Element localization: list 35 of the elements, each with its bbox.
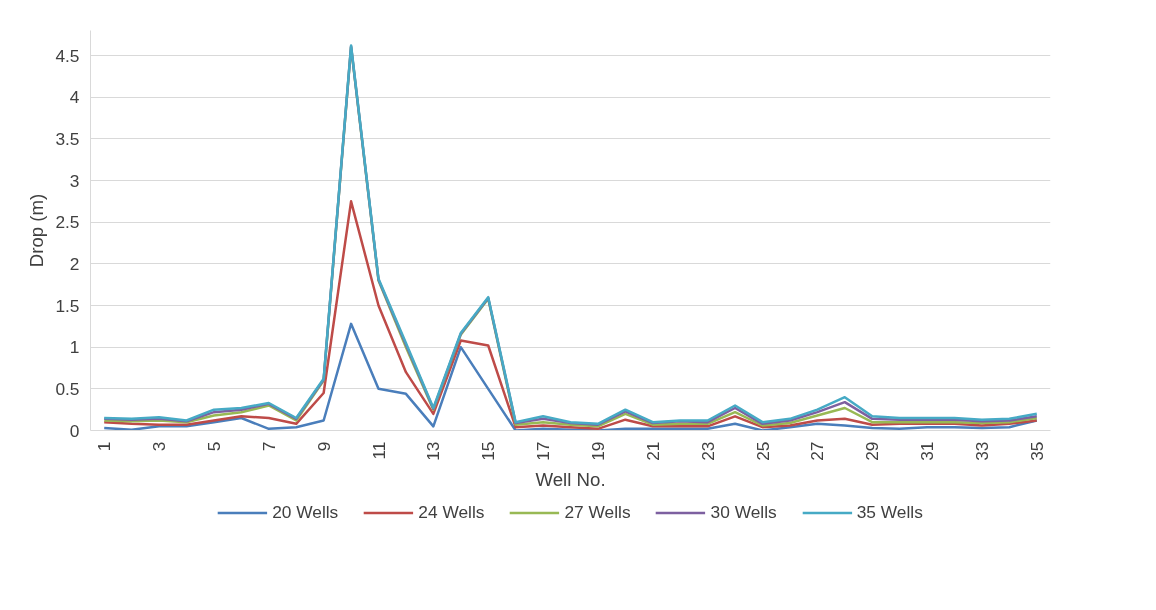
y-tick-label: 1 — [69, 337, 80, 358]
x-tick-label: 31 — [917, 441, 938, 461]
y-tick-label: 0 — [69, 420, 80, 441]
x-tick-label: 15 — [478, 441, 499, 461]
y-tick-label: 2 — [69, 253, 80, 274]
legend-label: 27 Wells — [564, 501, 631, 523]
x-tick-label: 9 — [313, 441, 334, 452]
legend-label: 35 Wells — [856, 501, 923, 523]
x-tick-label: 13 — [423, 441, 444, 461]
x-tick-label: 33 — [971, 441, 992, 461]
legend-label: 30 Wells — [710, 501, 777, 523]
x-axis-title: Well No. — [535, 468, 606, 490]
x-tick-label: 19 — [587, 441, 608, 461]
x-tick-label: 7 — [258, 441, 279, 452]
x-tick-label: 21 — [642, 441, 663, 461]
legend-label: 24 Wells — [418, 501, 485, 523]
y-tick-label: 4.5 — [55, 45, 80, 66]
y-axis-title: Drop (m) — [26, 193, 48, 268]
y-tick-label: 4 — [69, 87, 80, 108]
x-tick-label: 5 — [203, 441, 224, 452]
x-tick-label: 35 — [1026, 441, 1047, 461]
x-tick-label: 1 — [94, 441, 115, 452]
x-tick-label: 25 — [752, 441, 773, 461]
x-tick-label: 11 — [368, 441, 389, 460]
y-tick-label: 3 — [69, 170, 80, 191]
y-tick-label: 1.5 — [55, 295, 80, 316]
x-tick-label: 29 — [862, 441, 883, 461]
x-tick-label: 17 — [533, 441, 554, 461]
legend-label: 20 Wells — [272, 501, 339, 523]
x-tick-label: 23 — [697, 441, 718, 461]
x-tick-label: 3 — [149, 441, 170, 452]
x-tick-label: 27 — [807, 441, 828, 461]
y-tick-label: 0.5 — [55, 378, 80, 399]
y-tick-label: 3.5 — [55, 128, 80, 149]
y-tick-label: 2.5 — [55, 212, 80, 233]
